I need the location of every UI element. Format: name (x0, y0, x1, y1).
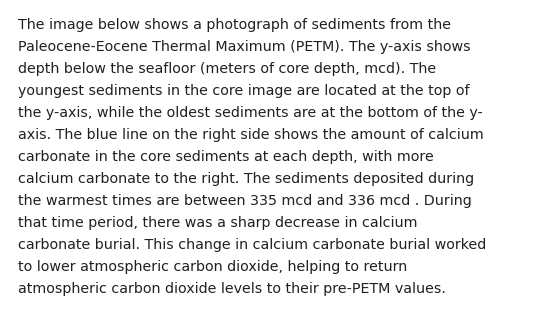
Text: that time period, there was a sharp decrease in calcium: that time period, there was a sharp decr… (18, 216, 417, 230)
Text: depth below the seafloor (meters of core depth, mcd). The: depth below the seafloor (meters of core… (18, 62, 436, 76)
Text: the warmest times are between 335 mcd and 336 mcd . During: the warmest times are between 335 mcd an… (18, 194, 472, 208)
Text: atmospheric carbon dioxide levels to their pre-PETM values.: atmospheric carbon dioxide levels to the… (18, 282, 446, 296)
Text: carbonate burial. This change in calcium carbonate burial worked: carbonate burial. This change in calcium… (18, 238, 486, 252)
Text: youngest sediments in the core image are located at the top of: youngest sediments in the core image are… (18, 84, 469, 98)
Text: The image below shows a photograph of sediments from the: The image below shows a photograph of se… (18, 18, 451, 32)
Text: axis. The blue line on the right side shows the amount of calcium: axis. The blue line on the right side sh… (18, 128, 484, 142)
Text: calcium carbonate to the right. The sediments deposited during: calcium carbonate to the right. The sedi… (18, 172, 474, 186)
Text: to lower atmospheric carbon dioxide, helping to return: to lower atmospheric carbon dioxide, hel… (18, 260, 407, 274)
Text: the y-axis, while the oldest sediments are at the bottom of the y-: the y-axis, while the oldest sediments a… (18, 106, 483, 120)
Text: Paleocene-Eocene Thermal Maximum (PETM). The y-axis shows: Paleocene-Eocene Thermal Maximum (PETM).… (18, 40, 470, 54)
Text: carbonate in the core sediments at each depth, with more: carbonate in the core sediments at each … (18, 150, 434, 164)
